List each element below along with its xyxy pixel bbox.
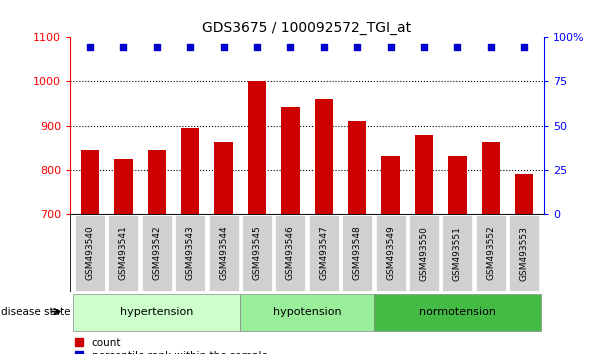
- Point: [419, 44, 429, 50]
- FancyBboxPatch shape: [209, 215, 238, 291]
- Bar: [348, 121, 367, 214]
- FancyBboxPatch shape: [75, 215, 105, 291]
- Text: GSM493544: GSM493544: [219, 226, 228, 280]
- Point: [286, 44, 295, 50]
- Bar: [482, 143, 500, 214]
- Text: hypotension: hypotension: [273, 307, 341, 316]
- FancyBboxPatch shape: [409, 215, 439, 291]
- FancyBboxPatch shape: [70, 214, 544, 292]
- Point: [452, 44, 462, 50]
- Bar: [215, 143, 233, 214]
- Text: GSM493551: GSM493551: [453, 225, 462, 281]
- FancyBboxPatch shape: [442, 215, 472, 291]
- Point: [486, 44, 496, 50]
- Bar: [314, 99, 333, 214]
- FancyBboxPatch shape: [242, 215, 272, 291]
- Text: GSM493540: GSM493540: [86, 226, 94, 280]
- Text: GSM493550: GSM493550: [420, 225, 429, 281]
- FancyBboxPatch shape: [309, 215, 339, 291]
- Text: GSM493547: GSM493547: [319, 226, 328, 280]
- Point: [385, 44, 395, 50]
- Text: normotension: normotension: [419, 307, 496, 316]
- Text: hypertension: hypertension: [120, 307, 193, 316]
- Point: [319, 44, 328, 50]
- Point: [252, 44, 262, 50]
- Title: GDS3675 / 100092572_TGI_at: GDS3675 / 100092572_TGI_at: [202, 21, 412, 35]
- FancyBboxPatch shape: [509, 215, 539, 291]
- Text: GSM493553: GSM493553: [520, 225, 528, 281]
- FancyBboxPatch shape: [108, 215, 139, 291]
- FancyBboxPatch shape: [342, 215, 372, 291]
- Point: [152, 44, 162, 50]
- Point: [352, 44, 362, 50]
- Point: [119, 44, 128, 50]
- Bar: [515, 175, 533, 214]
- Point: [519, 44, 529, 50]
- Legend: count, percentile rank within the sample: count, percentile rank within the sample: [75, 338, 268, 354]
- FancyBboxPatch shape: [240, 294, 374, 331]
- FancyBboxPatch shape: [175, 215, 205, 291]
- Text: GSM493545: GSM493545: [252, 226, 261, 280]
- FancyBboxPatch shape: [475, 215, 506, 291]
- Text: GSM493552: GSM493552: [486, 226, 496, 280]
- Bar: [281, 107, 300, 214]
- Text: GSM493546: GSM493546: [286, 226, 295, 280]
- Point: [85, 44, 95, 50]
- Bar: [448, 156, 466, 214]
- Bar: [248, 81, 266, 214]
- Text: disease state: disease state: [1, 307, 71, 318]
- FancyBboxPatch shape: [374, 294, 541, 331]
- FancyBboxPatch shape: [275, 215, 305, 291]
- Text: GSM493542: GSM493542: [152, 226, 161, 280]
- Point: [185, 44, 195, 50]
- Bar: [114, 159, 133, 214]
- Text: GSM493541: GSM493541: [119, 226, 128, 280]
- Point: [219, 44, 229, 50]
- Text: GSM493543: GSM493543: [185, 226, 195, 280]
- Text: GSM493548: GSM493548: [353, 226, 362, 280]
- Bar: [381, 156, 399, 214]
- Bar: [81, 150, 99, 214]
- Bar: [415, 135, 433, 214]
- Bar: [148, 150, 166, 214]
- FancyBboxPatch shape: [376, 215, 406, 291]
- Bar: [181, 128, 199, 214]
- Text: GSM493549: GSM493549: [386, 226, 395, 280]
- FancyBboxPatch shape: [142, 215, 172, 291]
- FancyBboxPatch shape: [73, 294, 240, 331]
